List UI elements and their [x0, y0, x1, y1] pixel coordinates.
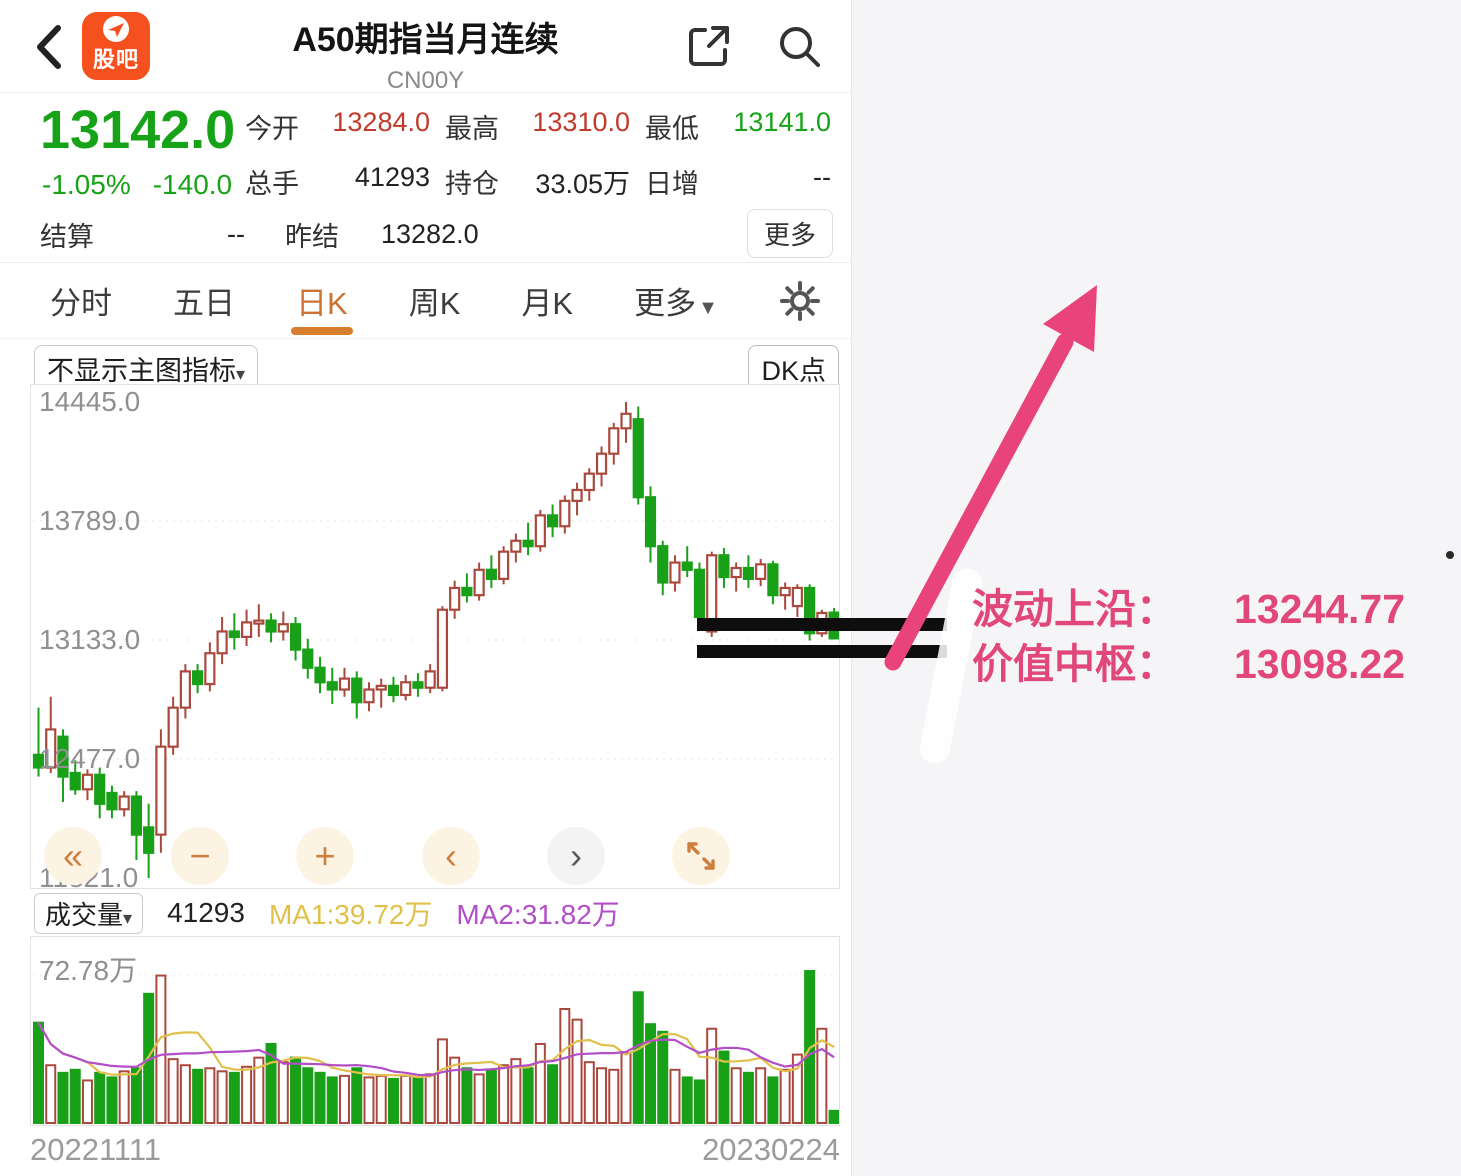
logo-plane-icon: [103, 16, 129, 42]
x-end-date: 20230224: [702, 1132, 840, 1167]
upper-band-line: [697, 618, 947, 631]
quote-field-open: 今开 13284.0: [245, 107, 430, 144]
zoom-in-button[interactable]: +: [296, 827, 354, 885]
tab-minute[interactable]: 分时: [50, 286, 112, 321]
volume-current: 41293: [167, 897, 245, 928]
settings-button[interactable]: [779, 280, 821, 322]
volume-ma1: MA1:39.72万: [268, 899, 433, 930]
gear-icon: [779, 280, 820, 321]
caret-down-icon: ▼: [698, 297, 718, 319]
quote-field-low: 最低 13141.0: [645, 107, 831, 144]
zoom-out-button[interactable]: −: [171, 827, 229, 885]
share-icon: [689, 26, 729, 66]
quote-panel: 13142.0 -1.05% -140.0 今开 13284.0 最高 13310.0…: [0, 93, 851, 262]
tab-more[interactable]: 更多 ▼: [634, 286, 718, 321]
app-logo[interactable]: 股吧: [82, 12, 150, 80]
chart-toolbar: 不显示主图指标▾ DK点: [0, 339, 851, 392]
back-button[interactable]: [34, 24, 64, 70]
divider: [0, 262, 851, 263]
quote-field-high: 最高 13310.0: [445, 107, 630, 144]
quote-field-volume: 总手 41293: [245, 162, 430, 199]
app-panel: 股吧 A50期指当月连续 CN00Y: [0, 0, 852, 1176]
period-tabs: 分时 五日 日K 周K 月K 更多 ▼: [0, 263, 851, 339]
more-button[interactable]: 更多: [746, 209, 833, 258]
screen-speck: [1446, 551, 1454, 559]
upper-band-value: 13244.77: [1234, 586, 1406, 632]
volume-header: 成交量▾ 41293 MA1:39.72万 MA2:31.82万: [0, 892, 851, 934]
x-start-date: 20221111: [30, 1132, 162, 1167]
fast-left-button[interactable]: «: [44, 827, 102, 885]
change-value: -140.0: [152, 169, 233, 200]
volume-dropdown[interactable]: 成交量▾: [34, 892, 144, 934]
quote-grid: 今开 13284.0 最高 13310.0 最低 13141.0 总手 41293 持仓 33.0…: [245, 107, 831, 201]
candlestick-canvas: [32, 402, 840, 878]
annotation-text: 波动上沿： 13244.77 价值中枢： 13098.22: [972, 582, 1405, 692]
expand-icon: [687, 842, 715, 870]
caret-down-icon: ▾: [236, 364, 246, 384]
value-center-value: 13098.22: [1234, 641, 1406, 687]
page-title: A50期指当月连续: [292, 21, 559, 59]
search-button[interactable]: [775, 22, 823, 70]
tab-five-day[interactable]: 五日: [173, 286, 236, 321]
quote-field-oi-change: 日增 --: [645, 162, 831, 199]
prev-settle-label: 昨结: [285, 222, 339, 252]
change-percent: -1.05%: [42, 169, 131, 200]
caret-down-icon: ▾: [123, 907, 133, 928]
symbol-code: CN00Y: [386, 67, 465, 94]
settle-value: --: [227, 219, 245, 249]
volume-canvas: [33, 970, 840, 1125]
tab-weekly-k[interactable]: 周K: [408, 286, 461, 321]
tab-monthly-k[interactable]: 月K: [521, 286, 574, 321]
fullscreen-button[interactable]: [672, 827, 730, 885]
volume-chart[interactable]: 72.78万: [30, 936, 840, 1126]
value-center-line: [697, 645, 947, 658]
quote-field-open-interest: 持仓 33.05万: [445, 169, 630, 199]
share-button[interactable]: [685, 22, 733, 70]
value-center-label: 价值中枢：: [972, 641, 1177, 687]
upper-band-label: 波动上沿：: [972, 586, 1177, 632]
step-right-button[interactable]: ›: [547, 827, 605, 885]
back-icon: [37, 25, 61, 69]
volume-ma2: MA2:31.82万: [456, 899, 620, 930]
search-icon: [780, 27, 820, 67]
x-axis: 20221111 20230224: [30, 1126, 840, 1168]
chart-controls: « − + ‹ ›: [31, 827, 839, 885]
step-left-button[interactable]: ‹: [422, 827, 480, 885]
tab-daily-k[interactable]: 日K: [296, 264, 348, 337]
settle-label: 结算: [40, 222, 94, 252]
logo-text: 股吧: [92, 47, 139, 72]
last-price: 13142.0: [40, 100, 236, 160]
header: 股吧 A50期指当月连续 CN00Y: [0, 0, 851, 94]
prev-settle-value: 13282.0: [381, 219, 479, 249]
